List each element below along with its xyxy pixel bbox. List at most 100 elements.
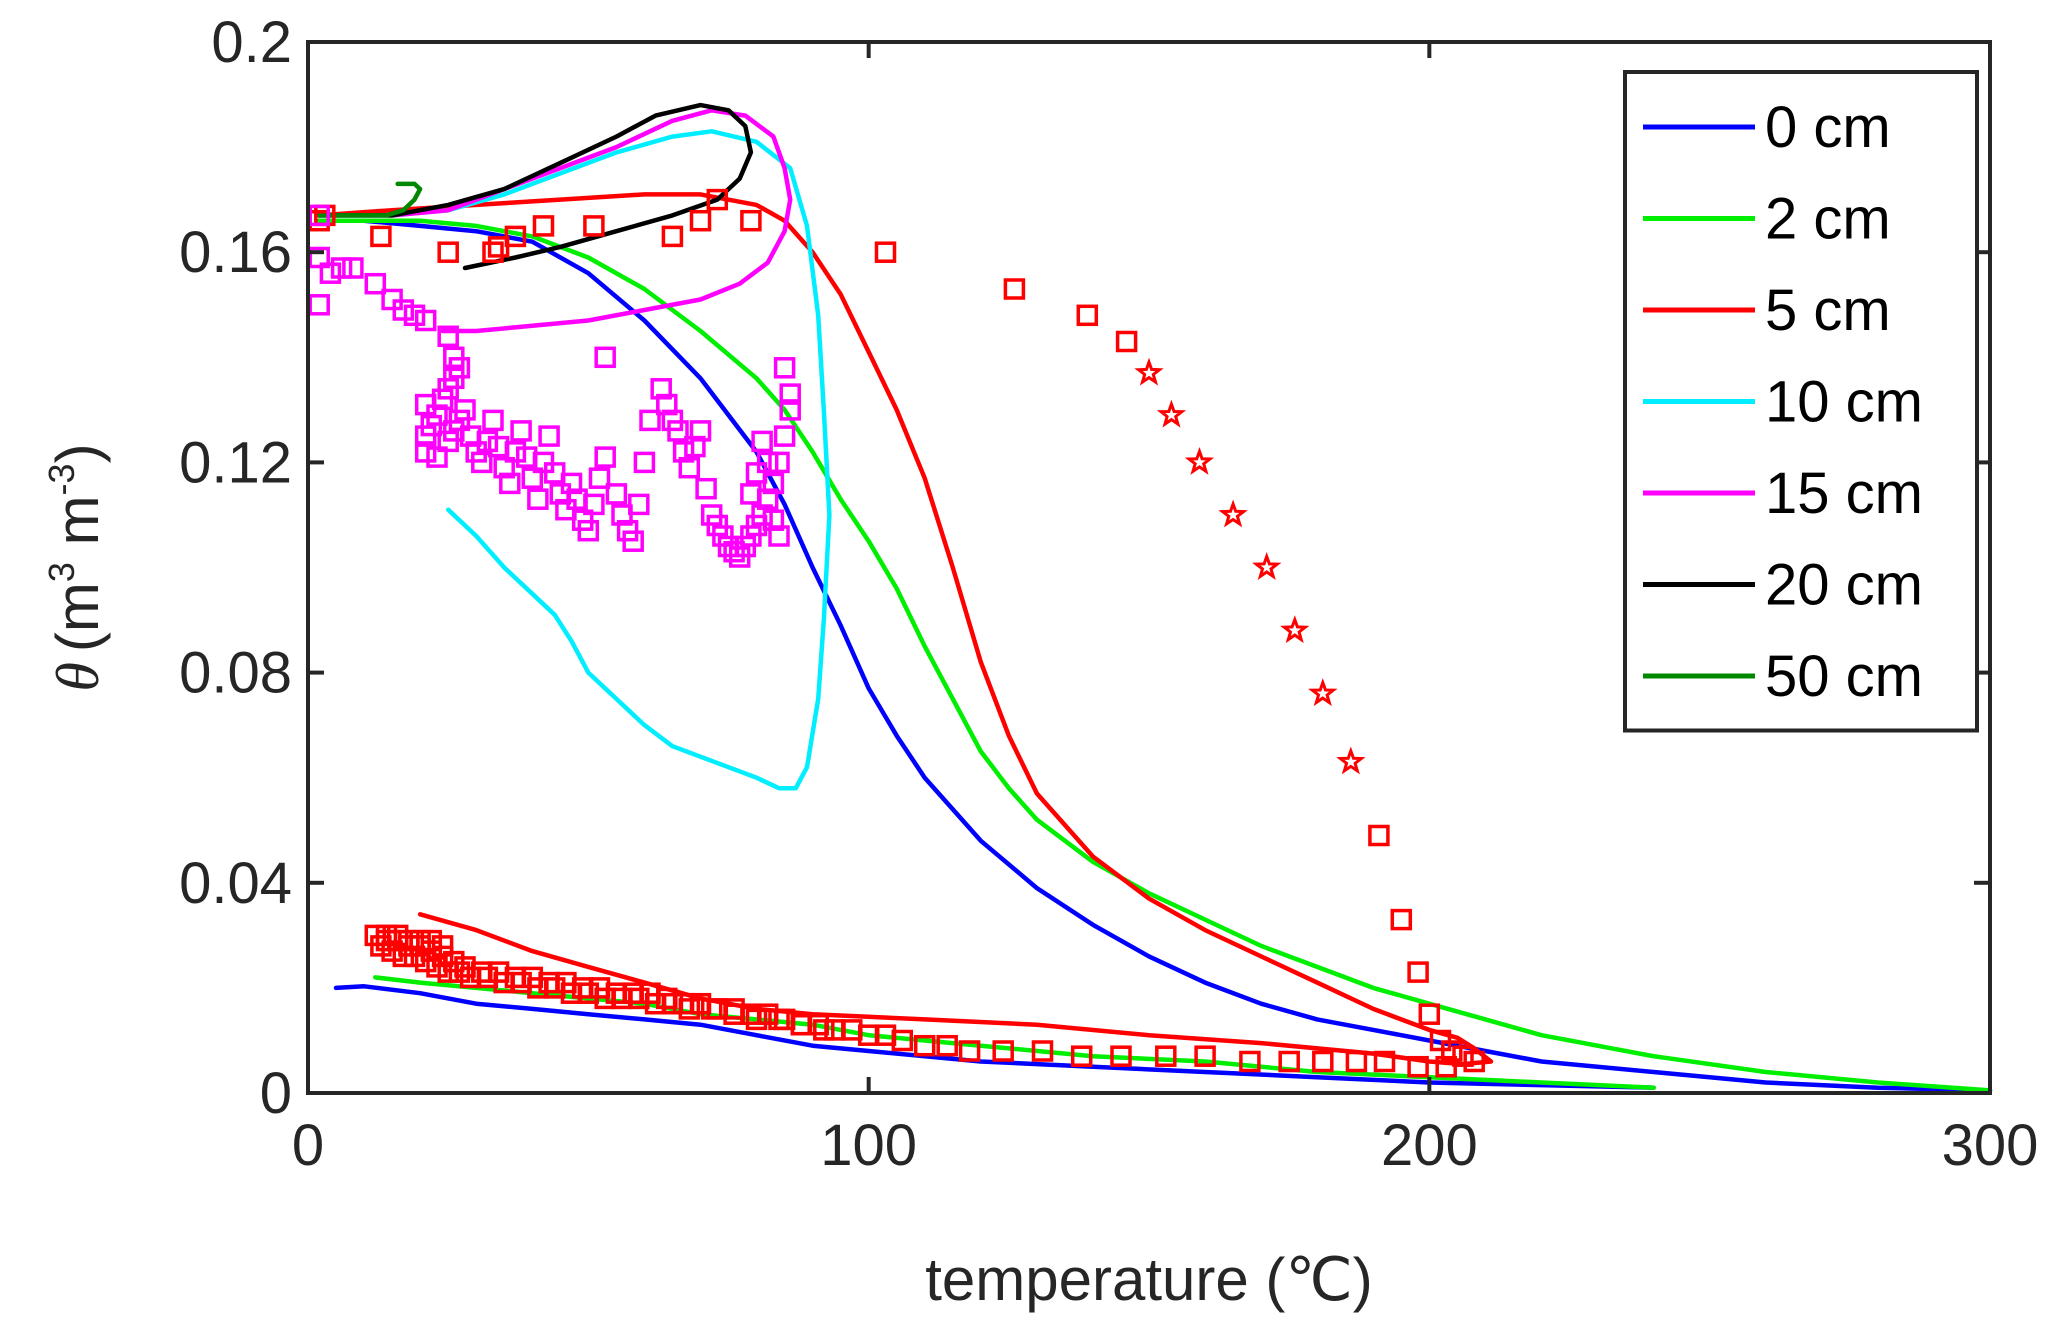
- legend-label-2-cm: 2 cm: [1765, 187, 1891, 252]
- series-line-0-cm-1: [316, 218, 1993, 1093]
- data-marker-3-6: [342, 257, 364, 279]
- data-marker-3-23: [426, 446, 448, 468]
- data-marker-3-9: [392, 299, 415, 321]
- data-marker-3-58: [628, 493, 650, 516]
- data-marker-1-79: [403, 945, 426, 968]
- data-marker-1-26: [1435, 1055, 1457, 1078]
- plot-frame: [306, 40, 1992, 1095]
- data-marker-3-69: [695, 477, 717, 500]
- data-marker-1-16: [1076, 304, 1099, 327]
- data-marker-3-10: [403, 304, 426, 327]
- data-marker-3-62: [656, 393, 678, 416]
- data-marker-1-80: [414, 950, 437, 973]
- data-marker-1-106: [386, 924, 409, 947]
- data-marker-3-11: [414, 309, 437, 332]
- data-marker-3-3: [308, 204, 330, 227]
- data-marker-1-25: [1463, 1050, 1485, 1073]
- data-marker-3-22: [414, 441, 437, 463]
- y-axis-title: θ (m3 m-3): [41, 443, 111, 691]
- y-axis-symbol: θ: [45, 662, 111, 691]
- data-marker-1-20: [1407, 961, 1429, 983]
- data-marker-1-110: [431, 935, 454, 957]
- legend-label-0-cm: 0 cm: [1765, 95, 1891, 160]
- data-marker-3-83: [773, 425, 796, 447]
- data-marker-3-86: [773, 357, 796, 379]
- data-marker-3-21: [414, 425, 437, 447]
- data-marker-3-74: [723, 540, 745, 563]
- data-marker-1-23: [1441, 1040, 1463, 1062]
- series-line-50-cm-1: [316, 181, 423, 218]
- data-marker-2-6: [1280, 615, 1310, 644]
- tick-layer: 0 100 200 300 0 0.04 0.08 0.12 0.16 0.2: [179, 10, 2038, 1178]
- legend-label-15-cm: 15 cm: [1765, 461, 1923, 526]
- data-marker-1-19: [1390, 908, 1413, 931]
- data-marker-1-99: [723, 1003, 745, 1025]
- data-marker-1-33: [1194, 1045, 1216, 1067]
- data-marker-1-105: [375, 924, 398, 947]
- data-marker-1-13: [740, 209, 762, 232]
- data-marker-1-8: [532, 215, 555, 237]
- data-marker-1-109: [420, 929, 443, 952]
- data-marker-1-83: [448, 961, 471, 983]
- data-marker-1-100: [745, 1008, 768, 1031]
- data-marker-3-52: [594, 446, 616, 468]
- data-marker-3-68: [689, 420, 712, 442]
- data-marker-3-46: [560, 472, 583, 495]
- data-marker-3-1: [308, 294, 330, 316]
- legend-label-10-cm: 10 cm: [1765, 370, 1923, 435]
- x-tick-label-0: 0: [292, 1113, 324, 1178]
- series-line-2-cm-1: [316, 218, 1993, 1093]
- data-marker-1-36: [1070, 1045, 1093, 1067]
- data-marker-2-4: [1218, 499, 1248, 528]
- y-axis-unit-sup1: 3: [41, 562, 82, 582]
- data-marker-1-27: [1407, 1055, 1429, 1078]
- data-marker-1-34: [1155, 1045, 1177, 1067]
- y-tick-label-0-08: 0.08: [179, 641, 292, 706]
- data-marker-3-85: [779, 383, 801, 405]
- data-marker-3-92: [740, 483, 762, 505]
- data-marker-3-79: [751, 504, 773, 526]
- data-marker-1-102: [790, 1013, 813, 1036]
- data-marker-3-53: [594, 346, 616, 369]
- data-marker-1-41: [913, 1034, 936, 1057]
- y-tick-label-0: 0: [260, 1061, 292, 1126]
- data-marker-3-84: [779, 399, 801, 421]
- data-marker-3-57: [622, 530, 644, 552]
- data-marker-3-59: [633, 451, 656, 474]
- x-axis-title: temperature (℃): [925, 1246, 1373, 1313]
- data-marker-3-54: [605, 483, 628, 505]
- data-marker-3-87: [768, 525, 790, 547]
- data-marker-1-38: [992, 1040, 1014, 1062]
- data-marker-3-30: [471, 451, 493, 474]
- data-marker-3-51: [588, 467, 611, 489]
- data-marker-1-10: [661, 225, 684, 248]
- x-tick-label-100: 100: [820, 1113, 917, 1178]
- data-marker-1-17: [1115, 330, 1138, 353]
- data-marker-1-5: [482, 241, 504, 263]
- data-marker-1-37: [1031, 1040, 1054, 1062]
- data-marker-3-60: [639, 409, 661, 432]
- data-marker-1-108: [409, 929, 431, 952]
- data-marker-3-35: [499, 472, 521, 495]
- data-marker-3-90: [751, 430, 773, 453]
- legend-label-50-cm: 50 cm: [1765, 644, 1923, 709]
- data-marker-1-9: [583, 215, 605, 237]
- x-tick-label-200: 200: [1381, 1113, 1478, 1178]
- data-marker-3-40: [527, 488, 549, 510]
- data-marker-3-82: [768, 451, 790, 474]
- y-tick-label-0-04: 0.04: [179, 851, 292, 916]
- data-marker-1-14: [874, 241, 897, 263]
- data-marker-3-32: [482, 409, 504, 432]
- data-marker-2-3: [1184, 446, 1215, 475]
- x-tick-label-300: 300: [1942, 1113, 2039, 1178]
- data-marker-1-15: [1003, 278, 1026, 300]
- data-marker-3-7: [364, 272, 387, 295]
- data-marker-3-12: [437, 325, 459, 348]
- data-marker-1-29: [1345, 1050, 1368, 1073]
- data-marker-1-98: [700, 998, 723, 1020]
- y-axis-unit-mid: m: [44, 495, 111, 562]
- y-axis-unit-sup2: -3: [41, 463, 82, 495]
- data-marker-3-34: [493, 456, 515, 479]
- data-marker-1-18: [1368, 824, 1390, 847]
